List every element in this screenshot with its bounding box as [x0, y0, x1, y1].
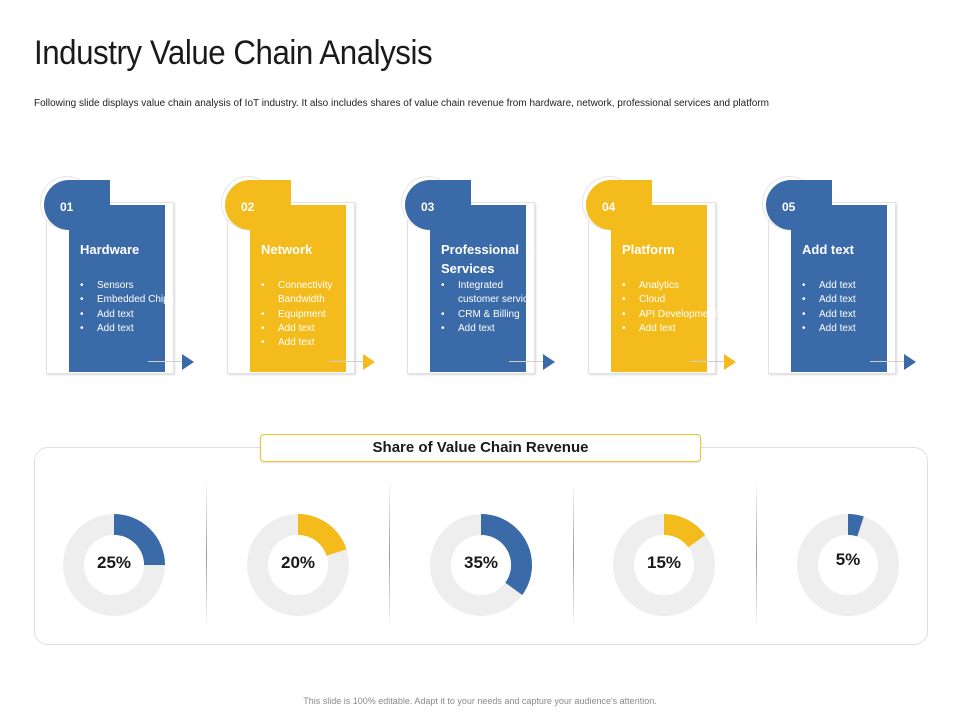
- arrow-line: [148, 361, 184, 362]
- arrow-line: [870, 361, 906, 362]
- card-bullet-item: Add text: [261, 322, 356, 337]
- card-bullet-item: Integrated customer service: [441, 279, 536, 308]
- page-subtitle: Following slide displays value chain ana…: [34, 98, 769, 109]
- donut-hole: [451, 535, 511, 595]
- card-bullet-item: Add text: [622, 322, 717, 337]
- arrow-line: [509, 361, 545, 362]
- footer-note: This slide is 100% editable. Adapt it to…: [303, 696, 657, 706]
- revenue-donut: 25%: [62, 513, 166, 617]
- donut-svg: [797, 514, 899, 616]
- card-number: 05: [782, 200, 796, 214]
- card-number: 03: [421, 200, 435, 214]
- donut-hole: [268, 535, 328, 595]
- card-bullet-item: Connectivity Bandwidth: [261, 279, 356, 308]
- divider: [573, 480, 574, 630]
- donut-percent-label: 25%: [96, 553, 132, 572]
- donut-slice: [664, 514, 706, 548]
- card-bullet-list: AnalyticsCloudAPI DevelopmentAdd text: [622, 279, 717, 336]
- card-bullet-item: Add text: [441, 322, 536, 337]
- arrow-right-icon: [182, 354, 194, 370]
- donut-percent-label: 15%: [646, 553, 682, 572]
- number-badge: [586, 180, 652, 230]
- donut-svg: [63, 514, 165, 616]
- donut-slice: [298, 514, 347, 556]
- card-bullet-item: Add text: [802, 279, 897, 294]
- arrow-right-icon: [724, 354, 736, 370]
- donut-hole: [84, 535, 144, 595]
- arrow-right-icon: [363, 354, 375, 370]
- card-number: 04: [602, 200, 616, 214]
- number-badge: [44, 180, 110, 230]
- card-bullet-item: Add text: [802, 322, 897, 337]
- arrow-line: [690, 361, 726, 362]
- card-bullet-list: Integrated customer serviceCRM & Billing…: [441, 279, 536, 336]
- divider: [206, 480, 207, 630]
- card-bullet-list: Connectivity BandwidthEquipmentAdd textA…: [261, 279, 356, 351]
- page-title: Industry Value Chain Analysis: [34, 34, 433, 72]
- arrow-right-icon: [904, 354, 916, 370]
- number-badge: [225, 180, 291, 230]
- card-bullet-item: API Development: [622, 308, 717, 323]
- card-bullet-item: Add text: [802, 308, 897, 323]
- card-bullet-item: Equipment: [261, 308, 356, 323]
- card-bullet-item: Add text: [80, 308, 175, 323]
- number-badge: [405, 180, 471, 230]
- card-title: Platform: [622, 242, 675, 257]
- donut-percent-label: 35%: [463, 553, 499, 572]
- revenue-donut: 35%: [429, 513, 533, 617]
- card-bullet-item: Add text: [802, 293, 897, 308]
- number-badge: [766, 180, 832, 230]
- card-title: Network: [261, 242, 313, 257]
- card-bullet-item: Cloud: [622, 293, 717, 308]
- revenue-donut: 15%: [612, 513, 716, 617]
- donut-percent-label: 5%: [835, 550, 861, 569]
- card-bullet-item: Add text: [261, 336, 356, 351]
- donut-slice: [114, 514, 165, 565]
- card-title: Professional Services: [441, 242, 520, 276]
- donut-svg: [613, 514, 715, 616]
- donut-svg: [430, 514, 532, 616]
- revenue-donut: 5%: [796, 513, 900, 617]
- value-chain-card: 02 Network Connectivity BandwidthEquipment…: [222, 177, 375, 374]
- value-chain-card: 01HardwareSensorsEmbedded ChipsAdd textA…: [41, 177, 194, 374]
- revenue-donut: 20%: [246, 513, 350, 617]
- card-title: Add text: [802, 242, 854, 257]
- donut-svg: [247, 514, 349, 616]
- card-bullet-item: Sensors: [80, 279, 175, 294]
- card-bullet-item: Embedded Chips: [80, 293, 175, 308]
- arrow-right-icon: [543, 354, 555, 370]
- card-bullet-item: Analytics: [622, 279, 717, 294]
- divider: [756, 480, 757, 630]
- donut-slice: [481, 514, 532, 595]
- card-number: 01: [60, 200, 74, 214]
- card-bullet-item: CRM & Billing: [441, 308, 536, 323]
- donut-hole: [634, 535, 694, 595]
- card-number: 02: [241, 200, 255, 214]
- donut-hole: [818, 535, 878, 595]
- card-title: Hardware: [80, 242, 140, 257]
- card-bullet-list: Add textAdd textAdd textAdd text: [802, 279, 897, 336]
- arrow-line: [329, 361, 365, 362]
- divider: [389, 480, 390, 630]
- donut-slice: [848, 514, 864, 537]
- card-bullet-item: Add text: [80, 322, 175, 337]
- donut-percent-label: 20%: [280, 553, 316, 572]
- card-bullet-list: SensorsEmbedded ChipsAdd textAdd text: [80, 279, 175, 336]
- value-chain-card: 04 Platform AnalyticsCloudAPI DevelopmentA…: [583, 177, 736, 374]
- revenue-title: Share of Value Chain Revenue: [260, 434, 701, 462]
